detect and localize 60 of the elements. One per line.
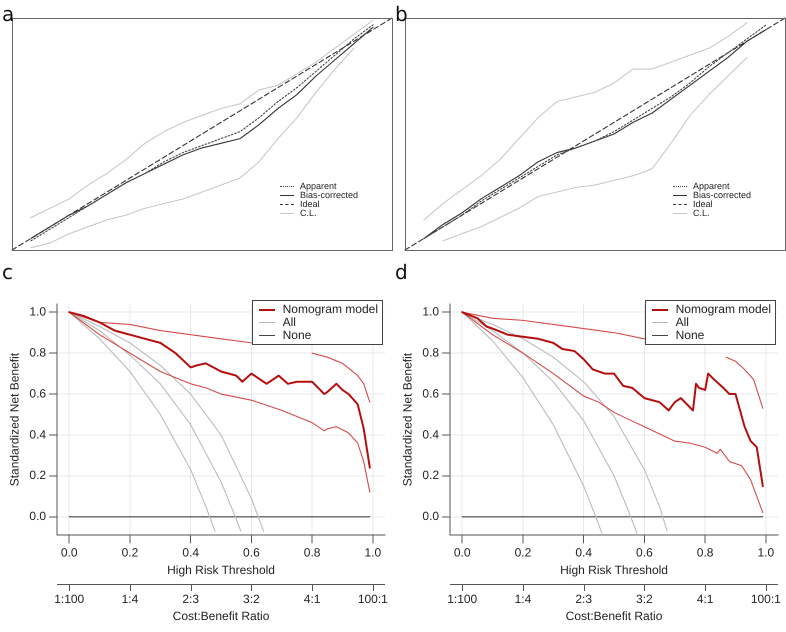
- y-tick-label: 1.0: [422, 304, 440, 318]
- legend-label: All: [282, 315, 296, 329]
- legend-label: Apparent: [692, 181, 730, 191]
- x-tick-label: 0.8: [696, 546, 714, 560]
- x-tick-label: 0.2: [514, 546, 532, 560]
- text: 2:3: [575, 592, 592, 606]
- text: 4:1: [304, 592, 320, 606]
- legend-label: Bias-corrected: [692, 190, 751, 200]
- x-tick-label: 0.0: [60, 546, 78, 560]
- legend-label: Nomogram model: [282, 302, 378, 316]
- y-tick-label: 0.0: [29, 509, 46, 524]
- text: 4:1: [696, 592, 714, 606]
- legend-label: Ideal: [300, 199, 320, 209]
- x-tick-label: 1.0: [364, 546, 382, 560]
- y-tick-label: 0.8: [29, 345, 46, 360]
- chart-title: a: [2, 2, 14, 26]
- x2-axis-title: Cost:Benefit Ratio: [566, 609, 662, 623]
- x-tick-label: 0.8: [304, 546, 321, 560]
- legend-label: C.L.: [300, 208, 316, 218]
- y-tick-label: 0.4: [422, 427, 440, 442]
- x-tick-label: 0.2: [122, 546, 139, 560]
- x-tick-label: 0.4: [182, 546, 200, 560]
- legend-label: C.L.: [692, 208, 710, 218]
- text: 1:100: [447, 592, 478, 606]
- x-tick-label: 0.6: [243, 546, 260, 560]
- text: 3:2: [243, 592, 260, 606]
- x-axis-title: High Risk Threshold: [167, 563, 275, 578]
- y-tick-label: 0.4: [29, 427, 46, 442]
- chart-title: d: [395, 260, 408, 284]
- text: 1:4: [514, 592, 532, 606]
- y-tick-label: 0.6: [422, 386, 440, 400]
- text: 3:2: [636, 592, 653, 606]
- y-tick-label: 0.2: [29, 468, 46, 482]
- legend-label: Apparent: [300, 181, 336, 191]
- legend-label: Bias-corrected: [300, 190, 358, 200]
- chart-title: c: [2, 260, 13, 284]
- x2-axis-title: Cost:Benefit Ratio: [172, 609, 270, 623]
- y-axis-title: Standardized Net Benefit: [8, 352, 22, 486]
- y-tick-label: 0.8: [422, 345, 440, 360]
- legend-label: Nomogram model: [676, 302, 771, 316]
- legend-label: All: [676, 315, 689, 329]
- y-tick-label: 0.6: [29, 386, 46, 400]
- text: 2:3: [182, 592, 200, 606]
- legend-label: None: [282, 328, 312, 342]
- y-axis-title: Standardized Net Benefit: [400, 352, 415, 486]
- y-tick-label: 1.0: [29, 304, 46, 318]
- chart-title: b: [395, 2, 408, 26]
- x-tick-label: 0.0: [454, 546, 471, 560]
- x-tick-label: 0.6: [636, 546, 654, 560]
- y-tick-label: 0.0: [422, 509, 440, 524]
- x-axis-title: High Risk Threshold: [560, 563, 668, 578]
- x-tick-label: 0.4: [575, 546, 592, 560]
- text: 100:1: [358, 592, 388, 606]
- text: 1:100: [54, 592, 84, 606]
- x-tick-label: 1.0: [758, 546, 775, 560]
- y-tick-label: 0.2: [422, 468, 440, 482]
- text: 100:1: [750, 592, 781, 606]
- text: 1:4: [122, 592, 138, 606]
- legend-label: Ideal: [692, 199, 712, 209]
- legend-label: None: [676, 328, 704, 342]
